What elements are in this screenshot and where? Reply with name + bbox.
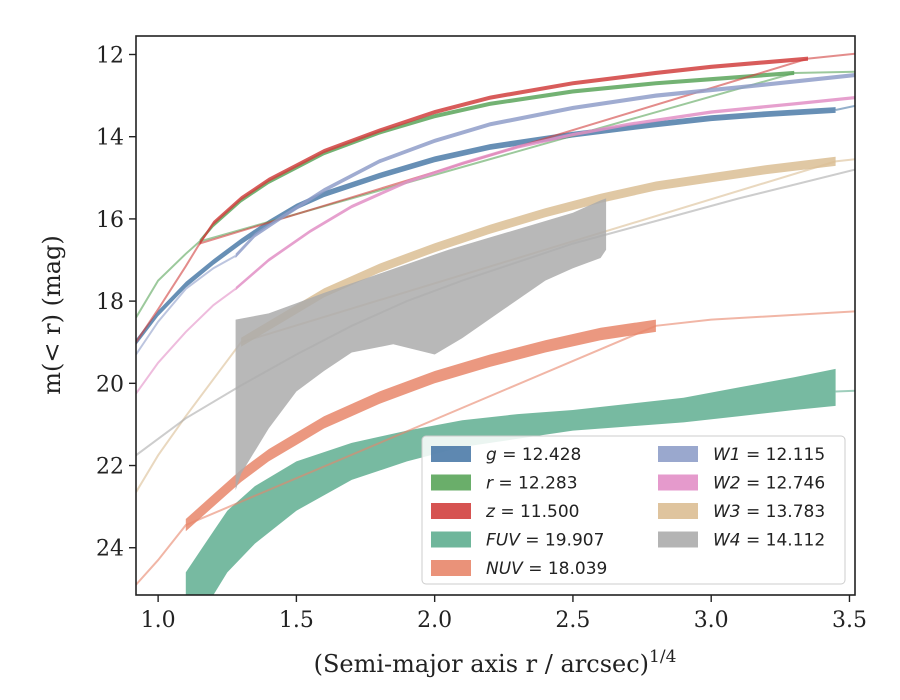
legend-label-r: r = 12.283: [486, 474, 578, 494]
y-axis-label: m(< r) (mag): [38, 235, 66, 394]
legend-swatch-w2: [658, 474, 698, 491]
y-tick-label: 18: [96, 290, 124, 315]
legend-swatch-w4: [658, 531, 698, 548]
legend-swatch-w3: [658, 503, 698, 519]
plot-frame: [135, 35, 856, 596]
y-tick-label: 22: [96, 455, 124, 480]
plot-area: [136, 52, 855, 595]
series-fuv-line: [835, 389, 855, 393]
series-g-line: [835, 104, 855, 111]
series-w2-line: [136, 287, 237, 395]
x-tick-label: 3.0: [694, 608, 729, 633]
series-nuv-line: [136, 310, 855, 586]
legend-label-nuv: NUV = 18.039: [486, 559, 607, 579]
y-tick-label: 20: [96, 372, 124, 397]
series-z-band: [199, 56, 809, 246]
legend-box: [421, 435, 846, 585]
series-w1-line: [136, 255, 237, 356]
series-w4-band: [235, 198, 607, 491]
legend-label-g: g = 12.428: [486, 445, 581, 465]
y-axis: 12 14 16 18 20 22 24: [96, 43, 136, 562]
legend-label-w4: W4 = 14.112: [713, 531, 825, 551]
legend-swatch-r: [431, 474, 471, 491]
series-z-line: [136, 52, 855, 343]
legend-swatch-z: [431, 503, 471, 519]
y-tick-label: 14: [96, 126, 124, 151]
y-tick-label: 16: [96, 208, 124, 233]
legend: g = 12.428 r = 12.283 z = 11.500 FUV = 19.9…: [421, 435, 846, 585]
legend-label-w3: W3 = 13.783: [713, 502, 825, 522]
legend-swatch-w1: [658, 446, 698, 462]
legend-label-fuv: FUV = 19.907: [486, 531, 604, 551]
legend-label-z: z = 11.500: [485, 502, 579, 522]
legend-swatch-fuv: [431, 531, 471, 548]
legend-swatch-nuv: [431, 560, 471, 576]
series-r-line: [136, 70, 855, 319]
x-axis-label: (Semi-major axis r / arcsec)1/4: [314, 647, 677, 678]
series-r-band: [199, 70, 795, 244]
x-tick-label: 2.5: [555, 608, 590, 633]
legend-label-w1: W1 = 12.115: [713, 445, 825, 465]
x-tick-label: 3.5: [832, 608, 867, 633]
x-tick-label: 2.0: [417, 608, 452, 633]
x-tick-label: 1.0: [141, 608, 176, 633]
x-axis: 1.0 1.5 2.0 2.5 3.0 3.5: [141, 595, 867, 633]
y-tick-label: 12: [96, 43, 124, 68]
x-tick-label: 1.5: [279, 608, 314, 633]
series-fuv-band: [185, 368, 836, 595]
y-tick-label: 24: [96, 537, 124, 562]
legend-label-w2: W2 = 12.746: [713, 474, 825, 494]
legend-swatch-g: [431, 446, 471, 462]
